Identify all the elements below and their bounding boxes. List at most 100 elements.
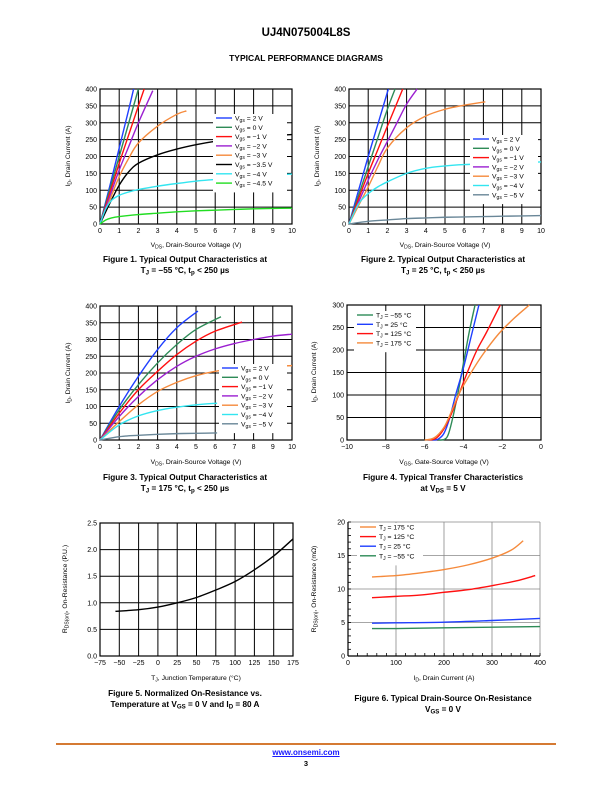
x-tick-label: 0 — [98, 228, 102, 235]
y-axis-label: ID, Drain Current (A) — [314, 125, 323, 186]
caption-figure-6: Figure 6. Typical Drain-Source On-Resist… — [318, 693, 568, 718]
caption-figure-1: Figure 1. Typical Output Characteristics… — [60, 254, 310, 279]
legend-label: Vgs = −3 V — [235, 153, 267, 162]
x-tick-label: 300 — [486, 660, 498, 667]
x-tick-label: 100 — [390, 660, 402, 667]
x-tick-label: 1 — [117, 228, 121, 235]
x-tick-label: 200 — [438, 660, 450, 667]
y-tick-label: 5 — [341, 620, 345, 627]
y-tick-label: 350 — [334, 103, 346, 110]
caption-line-2: TJ = −55 °C, tp < 250 µs — [140, 266, 230, 277]
chart-fig5: −75 −50 −25 0 25 50 75 100 125 150 175 0.0 0.5 1.0 1.5… — [62, 521, 299, 684]
y-tick-label: 50 — [89, 421, 97, 428]
y-tick-label: 0 — [93, 438, 97, 445]
y-tick-label: 0 — [340, 438, 344, 445]
x-tick-label: 4 — [424, 228, 428, 235]
series-line — [99, 110, 187, 225]
series-line — [348, 88, 418, 225]
x-tick-label: 2 — [385, 228, 389, 235]
x-axis-label: TJ, Junction Temperature (°C) — [151, 674, 241, 684]
series-line — [438, 304, 476, 441]
x-tick-label: 3 — [156, 228, 160, 235]
y-tick-label: 300 — [334, 120, 346, 127]
caption-figure-4: Figure 4. Typical Transfer Characteristi… — [318, 472, 568, 497]
section-title: TYPICAL PERFORMANCE DIAGRAMS — [229, 53, 383, 63]
legend-label: TJ = 175 °C — [376, 339, 411, 349]
x-tick-label: 4 — [175, 444, 179, 451]
caption-line-2: TJ = 25 °C, tp < 250 µs — [401, 266, 485, 277]
x-tick-label: 9 — [271, 444, 275, 451]
plot-frame — [99, 88, 293, 225]
series-line — [348, 88, 396, 225]
caption-line-2: at VDS = 5 V — [420, 484, 466, 495]
x-tick-label: 7 — [481, 228, 485, 235]
x-tick-label: 8 — [252, 228, 256, 235]
legend-label: Vgs = −3.5 V — [235, 162, 273, 171]
x-axis-label: ID, Drain Current (A) — [413, 675, 474, 684]
x-tick-label: 6 — [213, 444, 217, 451]
y-tick-label: 300 — [85, 337, 97, 344]
x-tick-label: 7 — [232, 228, 236, 235]
x-tick-label: 1 — [117, 444, 121, 451]
legend-label: Vgs = −1 V — [492, 155, 524, 164]
y-axis-label: ID, Drain Current (A) — [65, 342, 74, 403]
y-tick-label: 350 — [85, 103, 97, 110]
legend-label: TJ = 175 °C — [379, 524, 414, 534]
caption-line-1: Figure 3. Typical Output Characteristics… — [102, 473, 268, 482]
plot-frame — [99, 522, 294, 657]
x-tick-label: 0 — [539, 444, 543, 451]
legend-label: TJ = 125 °C — [379, 533, 414, 543]
y-axis-label: RDS(on), On-Resistance (P.U.) — [62, 545, 71, 633]
caption-figure-3: Figure 3. Typical Output Characteristics… — [60, 472, 310, 497]
x-tick-label: 0 — [347, 228, 351, 235]
y-tick-label: 150 — [332, 370, 344, 377]
footer-website-link[interactable]: www.onsemi.com — [272, 748, 340, 757]
x-tick-label: 150 — [268, 660, 280, 667]
legend-label: TJ = −55 °C — [379, 552, 415, 562]
series-line — [371, 617, 541, 624]
y-tick-label: 150 — [85, 387, 97, 394]
y-tick-label: 250 — [334, 137, 346, 144]
x-tick-label: 50 — [193, 660, 201, 667]
caption-line-1: Figure 4. Typical Transfer Characteristi… — [362, 473, 524, 482]
chart-fig1: 0 1 2 3 4 5 6 7 8 9 10050100150200250300350400Vgs … — [65, 87, 296, 251]
legend-label: Vgs = −2 V — [235, 143, 267, 152]
x-tick-label: −50 — [113, 660, 125, 667]
y-tick-label: 200 — [334, 154, 346, 161]
plot-frame — [99, 305, 293, 441]
legend-label: Vgs = 2 V — [492, 137, 520, 146]
x-tick-label: 125 — [249, 660, 261, 667]
y-tick-label: 200 — [332, 348, 344, 355]
series-line — [348, 214, 542, 225]
x-tick-label: −6 — [421, 444, 429, 451]
legend-label: Vgs = −5 V — [241, 421, 273, 430]
x-tick-label: −25 — [133, 660, 145, 667]
y-tick-label: 200 — [85, 371, 97, 378]
series-line — [348, 101, 486, 225]
series-line — [371, 625, 541, 630]
series-line — [99, 88, 145, 225]
x-tick-label: 10 — [288, 444, 296, 451]
series-line — [99, 90, 154, 225]
series-line — [99, 402, 218, 441]
caption-line-1: Figure 6. Typical Drain-Source On-Resist… — [354, 694, 532, 703]
y-tick-label: 100 — [332, 393, 344, 400]
legend-label: Vgs = −4 V — [235, 171, 267, 180]
x-tick-label: 2 — [136, 228, 140, 235]
x-axis-label: VDS, Drain-Source Voltage (V) — [151, 242, 242, 251]
legend-label: TJ = 25 °C — [376, 321, 408, 331]
series-line — [371, 540, 524, 578]
y-axis-label: ID, Drain Current (A) — [65, 125, 74, 186]
series-line — [424, 304, 530, 441]
x-tick-label: 5 — [443, 228, 447, 235]
x-tick-label: −4 — [459, 444, 467, 451]
y-tick-label: 250 — [85, 354, 97, 361]
y-tick-label: 300 — [85, 120, 97, 127]
y-tick-label: 0 — [93, 222, 97, 229]
legend-label: Vgs = 2 V — [241, 366, 269, 375]
legend-box — [470, 135, 538, 205]
y-tick-label: 50 — [89, 205, 97, 212]
x-tick-label: 3 — [156, 444, 160, 451]
chart-fig2: 0 1 2 3 4 5 6 7 8 9 10050100150200250300350400Vgs … — [314, 87, 545, 251]
